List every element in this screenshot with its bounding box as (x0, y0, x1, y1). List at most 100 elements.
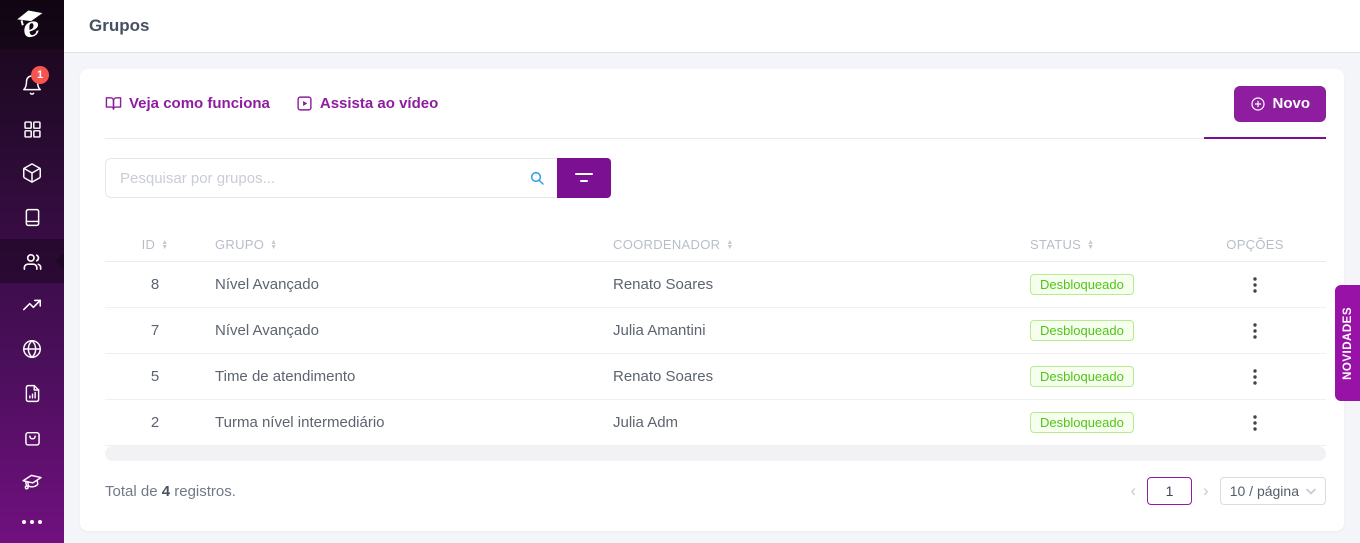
book-open-icon (105, 97, 122, 110)
active-tab-underline (1204, 137, 1326, 139)
cell-id: 5 (150, 368, 160, 385)
trending-up-icon (22, 299, 42, 311)
cell-grupo: Nível Avançado (215, 276, 319, 293)
cell-options (1185, 411, 1325, 435)
kebab-menu-icon[interactable] (1245, 273, 1265, 297)
sort-icon[interactable]: ▲ ▼ (1087, 238, 1095, 251)
kebab-menu-icon[interactable] (1245, 319, 1265, 343)
horizontal-scrollbar[interactable] (105, 446, 1326, 461)
total-suffix: registros. (174, 482, 236, 500)
pagination: ‹ 1 › 10 / página (1128, 477, 1326, 505)
cell-id: 8 (150, 276, 160, 293)
sidebar-item-financial[interactable] (0, 371, 64, 415)
cell-status: Desbloqueado (1030, 412, 1185, 433)
table-row: 8 Nível Avançado Renato Soares Desbloque… (105, 262, 1326, 308)
total-prefix: Total de (105, 482, 158, 500)
novidades-tab[interactable]: NOVIDADES (1335, 285, 1360, 401)
column-label: ID (141, 237, 156, 252)
status-badge: Desbloqueado (1030, 320, 1134, 341)
cell-id: 2 (150, 414, 160, 431)
table-row: 5 Time de atendimento Renato Soares Desb… (105, 354, 1326, 400)
cell-status: Desbloqueado (1030, 274, 1185, 295)
cell-coordenador: Renato Soares (613, 276, 714, 293)
sort-icon[interactable]: ▲ ▼ (161, 238, 169, 251)
top-header-bar: Grupos (64, 0, 1360, 53)
new-group-button[interactable]: Novo (1233, 85, 1326, 122)
sidebar-item-site[interactable] (0, 327, 64, 371)
table-header-row: ID ▲ ▼ GRUPO ▲ ▼ COORDENADOR ▲ ▼ STATUS ▲ ▼ … (105, 228, 1326, 262)
search-input[interactable] (105, 158, 557, 198)
sidebar-item-products[interactable] (0, 151, 64, 195)
cell-status: Desbloqueado (1030, 320, 1185, 341)
users-icon (23, 253, 41, 270)
table-body: 8 Nível Avançado Renato Soares Desbloque… (105, 262, 1326, 446)
page-size-select[interactable]: 10 / página (1219, 477, 1326, 505)
column-label: OPÇÕES (1226, 237, 1284, 252)
cell-coordenador: Renato Soares (613, 368, 714, 385)
how-it-works-link[interactable]: Veja como funciona (105, 95, 270, 112)
report-document-icon (25, 384, 39, 402)
search-icon[interactable] (529, 170, 545, 186)
kebab-menu-icon[interactable] (1245, 365, 1265, 389)
column-header-opcoes: OPÇÕES (1185, 237, 1325, 252)
column-header-status: STATUS ▲ ▼ (1030, 237, 1185, 252)
chevron-down-icon (1306, 488, 1316, 495)
novidades-label: NOVIDADES (1341, 306, 1354, 380)
prev-page-button[interactable]: ‹ (1130, 481, 1137, 500)
elearning-logo-icon: e (17, 9, 43, 44)
sort-icon[interactable]: ▲ ▼ (270, 238, 278, 251)
sidebar-item-groups[interactable] (0, 239, 64, 283)
column-label: GRUPO (215, 237, 265, 252)
cell-status: Desbloqueado (1030, 366, 1185, 387)
cell-coordenador: Julia Adm (613, 414, 679, 431)
column-label: STATUS (1030, 237, 1082, 252)
how-it-works-label: Veja como funciona (129, 95, 270, 112)
sidebar-item-content[interactable] (0, 195, 64, 239)
groups-card: Veja como funciona Assista ao vídeo Novo (80, 69, 1344, 531)
sidebar-item-academy[interactable] (0, 459, 64, 503)
watch-video-link[interactable]: Assista ao vídeo (296, 95, 438, 112)
filter-button[interactable] (557, 158, 611, 198)
current-page-box[interactable]: 1 (1147, 477, 1193, 505)
cell-options (1185, 273, 1325, 297)
sidebar-item-more[interactable] (0, 503, 64, 541)
shopping-bag-icon (24, 431, 40, 446)
help-links: Veja como funciona Assista ao vídeo (105, 95, 438, 112)
status-badge: Desbloqueado (1030, 366, 1134, 387)
kebab-menu-icon[interactable] (1245, 411, 1265, 435)
sidebar-nav: 1 (0, 49, 64, 543)
sort-icon[interactable]: ▲ ▼ (726, 238, 734, 251)
cell-coordenador: Julia Amantini (613, 322, 706, 339)
total-count: 4 (161, 482, 171, 500)
cell-options (1185, 319, 1325, 343)
card-footer: Total de 4 registros. ‹ 1 › 10 / página (105, 477, 1326, 505)
card-toolbar: Veja como funciona Assista ao vídeo Novo (105, 69, 1326, 139)
sidebar-item-dashboard[interactable] (0, 107, 64, 151)
watch-video-label: Assista ao vídeo (319, 95, 439, 112)
table-row: 7 Nível Avançado Julia Amantini Desbloqu… (105, 308, 1326, 354)
cell-grupo: Time de atendimento (215, 368, 356, 385)
status-badge: Desbloqueado (1030, 274, 1134, 295)
sidebar-item-reports[interactable] (0, 283, 64, 327)
sidebar-item-store[interactable] (0, 415, 64, 459)
filter-icon (575, 173, 593, 182)
search-row (105, 158, 1326, 198)
grid-icon (23, 120, 41, 138)
next-page-button[interactable]: › (1203, 481, 1209, 500)
plus-circle-icon (1250, 96, 1265, 111)
sidebar: e 1 (0, 0, 64, 543)
column-label: COORDENADOR (613, 237, 721, 252)
page-title: Grupos (89, 16, 150, 35)
cell-grupo: Nível Avançado (215, 322, 319, 339)
search-box (105, 158, 557, 198)
sidebar-item-notifications[interactable]: 1 (0, 63, 64, 107)
status-badge: Desbloqueado (1030, 412, 1134, 433)
table-row: 2 Turma nível intermediário Julia Adm De… (105, 400, 1326, 446)
app-logo[interactable]: e (0, 0, 64, 49)
graduation-cap-icon (21, 474, 42, 489)
column-header-id: ID ▲ ▼ (105, 237, 205, 252)
tablet-icon (25, 208, 39, 226)
groups-table: ID ▲ ▼ GRUPO ▲ ▼ COORDENADOR ▲ ▼ STATUS ▲ ▼ … (105, 228, 1326, 446)
play-video-icon (297, 96, 312, 111)
page-size-value: 10 / página (1229, 483, 1299, 499)
